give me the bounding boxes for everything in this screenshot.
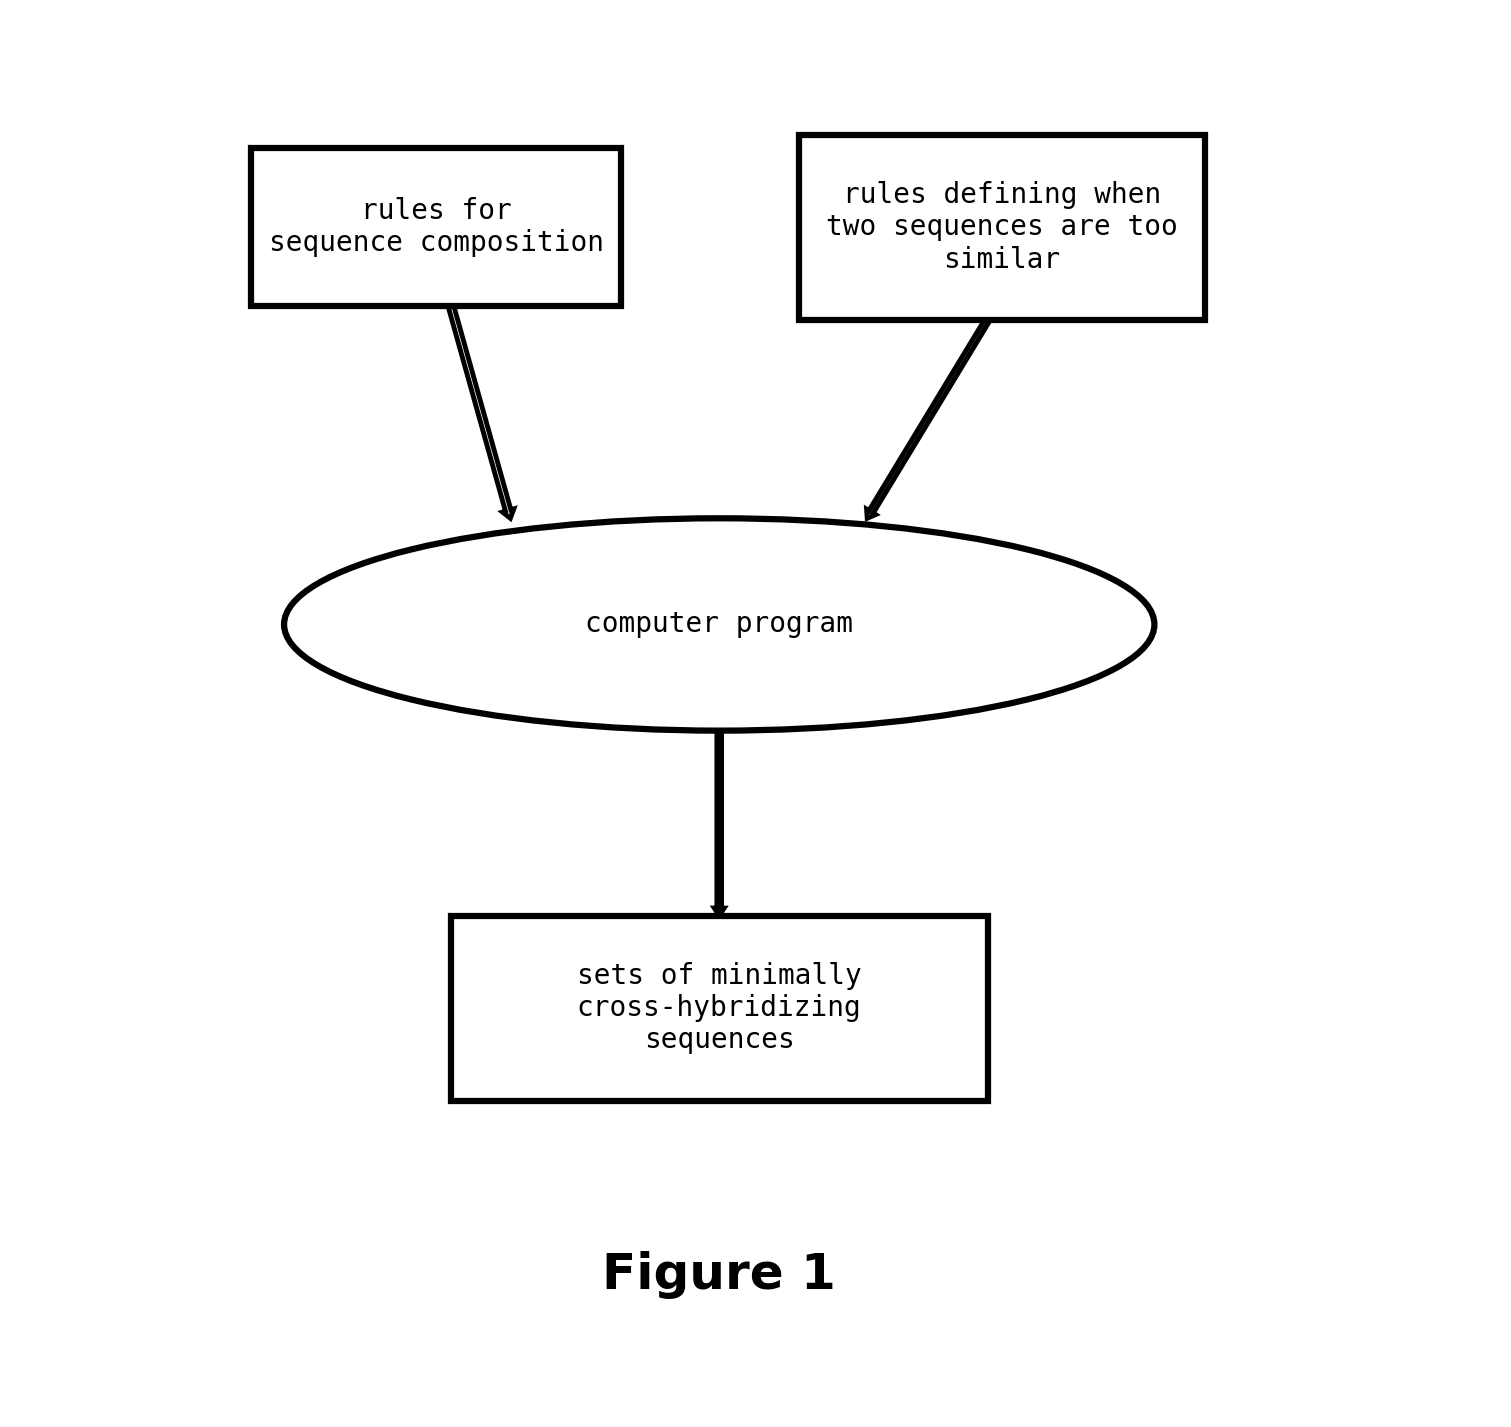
FancyBboxPatch shape — [799, 134, 1206, 320]
Text: computer program: computer program — [585, 611, 854, 638]
Text: rules for
sequence composition: rules for sequence composition — [269, 197, 604, 257]
Polygon shape — [449, 305, 514, 518]
Text: Figure 1: Figure 1 — [603, 1251, 836, 1299]
Ellipse shape — [284, 518, 1154, 731]
Polygon shape — [715, 731, 724, 916]
Text: rules defining when
two sequences are too
similar: rules defining when two sequences are to… — [827, 181, 1179, 274]
FancyBboxPatch shape — [450, 916, 988, 1100]
Polygon shape — [867, 318, 990, 518]
Text: sets of minimally
cross-hybridizing
sequences: sets of minimally cross-hybridizing sequ… — [577, 962, 861, 1055]
FancyBboxPatch shape — [251, 148, 621, 305]
